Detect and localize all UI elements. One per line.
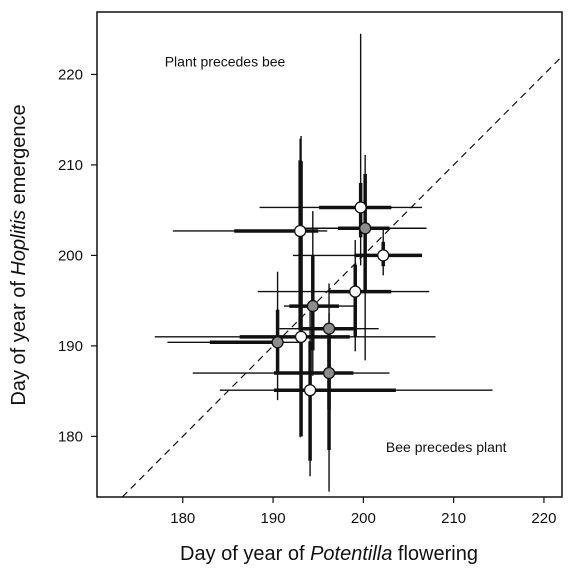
identity-line <box>121 55 563 498</box>
x-label-part: flowering <box>392 543 478 565</box>
y-tick-label: 200 <box>58 247 83 264</box>
x-tick-label: 210 <box>441 510 466 527</box>
point <box>322 366 336 380</box>
x-tick-label: 190 <box>261 510 286 527</box>
point <box>349 285 362 298</box>
x-tick-label: 180 <box>170 510 195 527</box>
point <box>359 222 372 235</box>
point <box>322 322 336 335</box>
x-tick-label: 200 <box>351 510 376 527</box>
plot-frame <box>96 11 563 498</box>
y-axis-label: Day of year of Hoplitis emergence <box>8 104 30 405</box>
point <box>354 201 367 214</box>
point <box>294 330 308 343</box>
x-label-part: Day of year of <box>180 543 310 565</box>
annotation: Plant precedes bee <box>165 53 286 69</box>
x-tick-label: 220 <box>531 510 556 527</box>
x-label-part: Potentilla <box>310 543 392 565</box>
annotation: Bee precedes plant <box>386 439 507 455</box>
y-label-part: Day of year of <box>8 276 30 406</box>
y-label-part: emergence <box>8 104 30 210</box>
y-label-part: Hoplitis <box>8 210 30 276</box>
point <box>377 249 390 262</box>
point <box>271 336 284 349</box>
point <box>303 384 317 397</box>
y-tick-label: 180 <box>58 428 83 445</box>
point <box>294 224 307 238</box>
y-tick-label: 190 <box>58 338 83 355</box>
y-tick-label: 210 <box>58 157 83 174</box>
point <box>306 299 319 313</box>
x-axis-label: Day of year of Potentilla flowering <box>180 543 478 565</box>
y-tick-label: 220 <box>58 66 83 83</box>
